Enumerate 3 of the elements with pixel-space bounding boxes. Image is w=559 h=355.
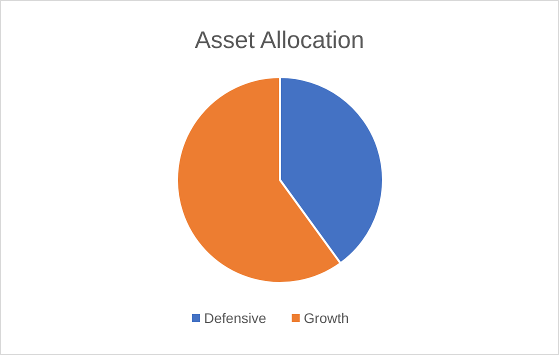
legend-label: Growth bbox=[304, 310, 349, 326]
chart-title: Asset Allocation bbox=[194, 27, 364, 54]
legend-label: Defensive bbox=[204, 310, 266, 326]
